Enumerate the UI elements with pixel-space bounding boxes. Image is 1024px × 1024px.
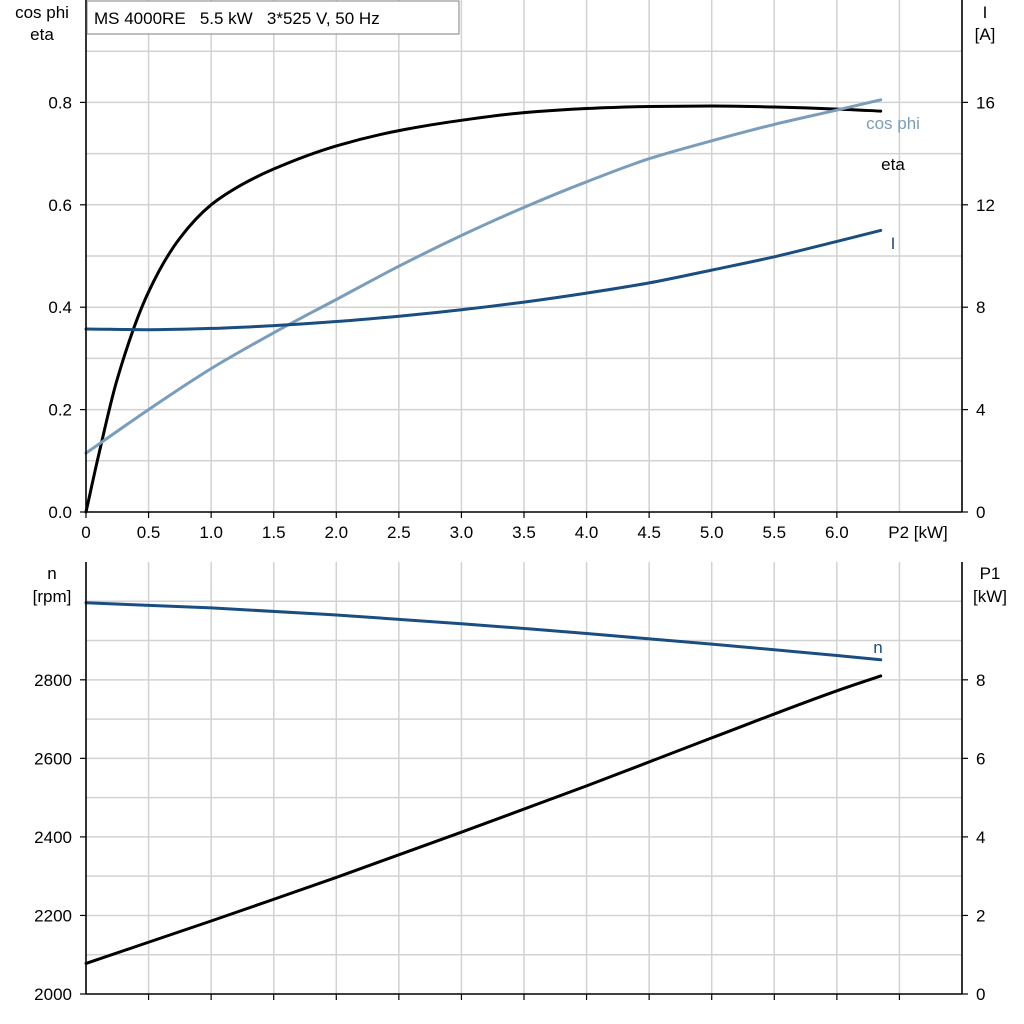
- top-plot: 0.0 0.2 0.4 0.6 0.8 0 4 8 12 16 0 0.5 1.0 1.5 2.0 2.5 3.…: [15, 0, 995, 542]
- speed-axis-label-line2: [rpm]: [33, 587, 72, 606]
- curve-eta: [84, 104, 883, 514]
- top-ticks: 0.0 0.2 0.4 0.6 0.8 0 4 8 12 16 0 0.5 1.0 1.5 2.0 2.5 3.…: [48, 93, 995, 542]
- left-tick-label: 2000: [34, 985, 72, 1004]
- left-tick-label: 0.6: [48, 196, 72, 215]
- right-tick-label: 16: [976, 93, 995, 112]
- x-tick-label: 1.5: [262, 523, 286, 542]
- right-tick-label: 6: [976, 749, 985, 768]
- left-axis-label-line1: cos phi: [15, 3, 69, 22]
- x-tick-label: 2.0: [324, 523, 348, 542]
- x-axis-label: P2 [kW]: [888, 523, 948, 542]
- series-label-eta: eta: [881, 155, 905, 174]
- curve-i: [84, 228, 883, 332]
- right-axis-label-line2: [A]: [975, 25, 996, 44]
- curve-n: [84, 601, 883, 662]
- bottom-grid: [86, 562, 962, 994]
- left-tick-label: 0.8: [48, 93, 72, 112]
- x-tick-label: 5.5: [762, 523, 786, 542]
- curve-p1: [84, 674, 883, 965]
- bottom-plot: 2000 2200 2400 2600 2800 0 2 4 6 8 n [rpm] P1 [kW…: [33, 562, 1007, 1004]
- x-tick-label: 3.5: [512, 523, 536, 542]
- bottom-curves: [84, 601, 883, 965]
- x-tick-label: 0: [81, 523, 90, 542]
- right-tick-label: 8: [976, 671, 985, 690]
- series-label-speed: n: [873, 638, 882, 657]
- right-tick-label: 0: [976, 985, 985, 1004]
- x-tick-label: 6.0: [825, 523, 849, 542]
- right-tick-label: 2: [976, 906, 985, 925]
- left-tick-label: 0.0: [48, 503, 72, 522]
- bottom-ticks: 2000 2200 2400 2600 2800 0 2 4 6 8: [34, 671, 985, 1004]
- x-tick-label: 4.0: [575, 523, 599, 542]
- chart-title: MS 4000RE 5.5 kW 3*525 V, 50 Hz: [94, 9, 380, 28]
- right-tick-label: 0: [976, 503, 985, 522]
- chart-title-box: [86, 0, 460, 35]
- x-tick-label: 1.0: [199, 523, 223, 542]
- top-curves: [84, 98, 883, 514]
- x-tick-label: 0.5: [137, 523, 161, 542]
- series-label-current: I: [891, 234, 896, 253]
- x-tick-label: 2.5: [387, 523, 411, 542]
- x-tick-label: 5.0: [700, 523, 724, 542]
- power-axis-label-line1: P1: [980, 564, 1001, 583]
- series-label-cos-phi: cos phi: [866, 114, 920, 133]
- right-tick-label: 8: [976, 298, 985, 317]
- right-tick-label: 12: [976, 196, 995, 215]
- speed-axis-label-line1: n: [47, 564, 56, 583]
- right-tick-label: 4: [976, 401, 985, 420]
- right-axis-label-line1: I: [983, 3, 988, 22]
- right-tick-label: 4: [976, 828, 985, 847]
- left-tick-label: 0.2: [48, 401, 72, 420]
- left-tick-label: 2400: [34, 828, 72, 847]
- curve-cos-phi: [84, 98, 883, 455]
- left-tick-label: 2200: [34, 906, 72, 925]
- left-tick-label: 0.4: [48, 298, 72, 317]
- top-grid: [86, 0, 962, 512]
- x-tick-label: 4.5: [637, 523, 661, 542]
- left-tick-label: 2600: [34, 749, 72, 768]
- left-tick-label: 2800: [34, 671, 72, 690]
- x-tick-label: 3.0: [450, 523, 474, 542]
- left-axis-label-line2: eta: [30, 25, 54, 44]
- power-axis-label-line2: [kW]: [973, 587, 1007, 606]
